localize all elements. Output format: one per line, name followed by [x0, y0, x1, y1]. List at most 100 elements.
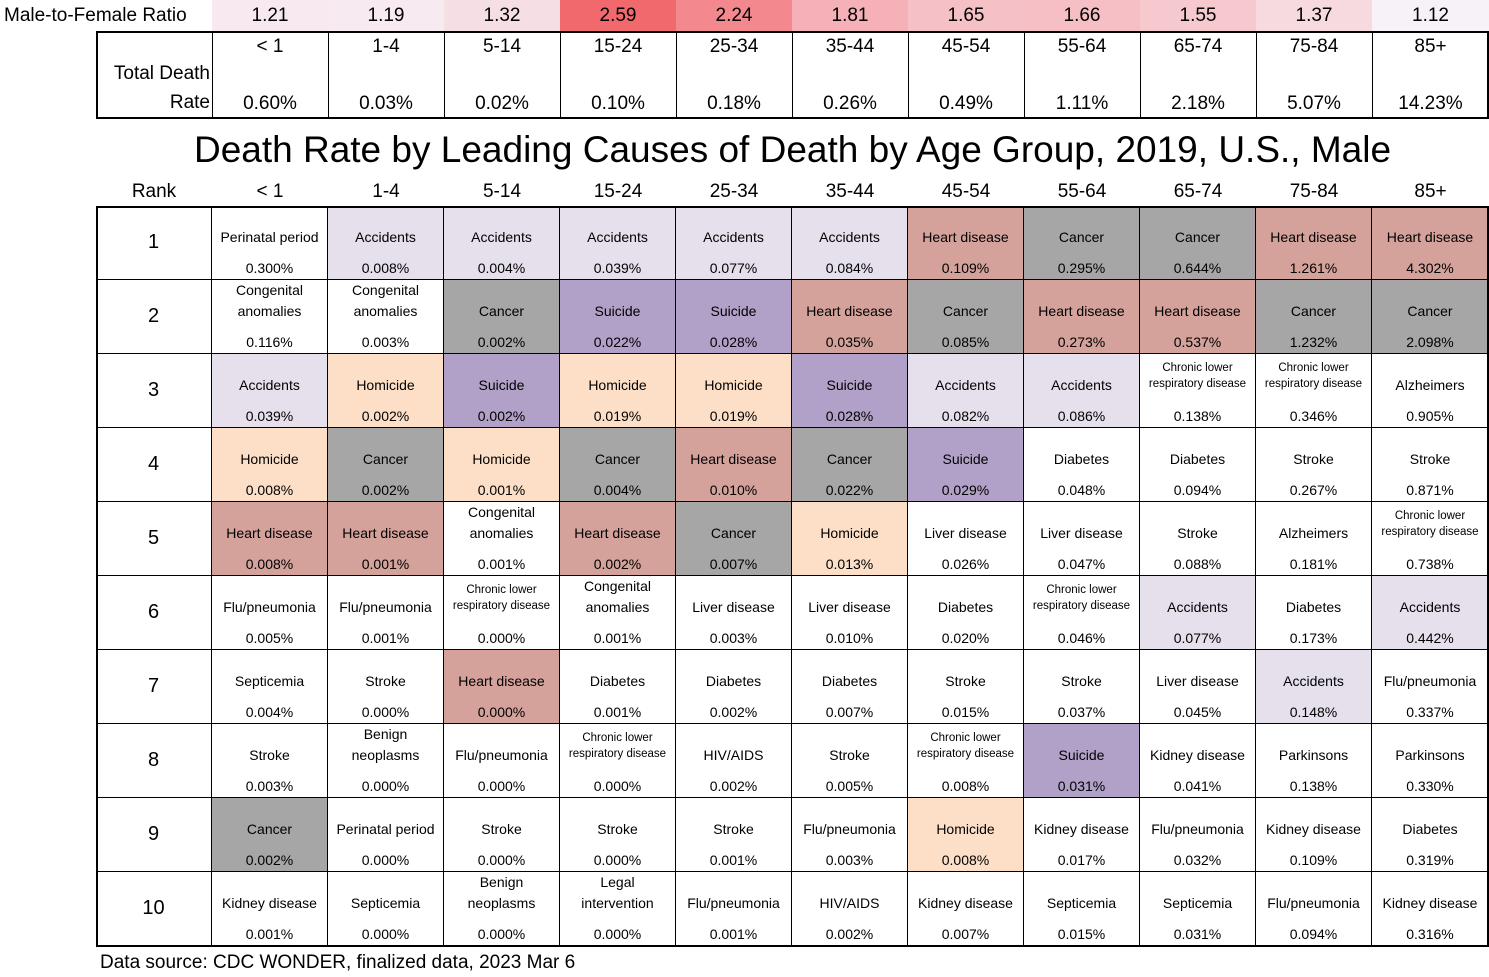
age-group-label: 75-84	[1289, 181, 1339, 202]
rank-number: 2	[96, 280, 212, 354]
cause-label: Accidents	[819, 229, 880, 245]
rate-value: 0.148%	[1289, 704, 1338, 720]
cause-label: Diabetes	[589, 673, 646, 689]
rate-value: 2.098%	[1406, 334, 1454, 350]
age-group-label: 5-14	[482, 36, 522, 57]
total-death-rate-value: 0.26%	[823, 93, 877, 114]
cause-label: Septicemia	[234, 673, 305, 689]
rate-value: 0.039%	[593, 260, 642, 276]
cause-label: Suicide	[594, 303, 641, 319]
rate-value: 0.008%	[245, 482, 294, 498]
table-cell: Cancer 0.007%	[676, 502, 792, 576]
rate-value: 0.094%	[1173, 482, 1222, 498]
cause-label: Homicide	[704, 377, 763, 393]
table-cell: Perinatal period 0.000%	[328, 798, 444, 872]
age-group-label: 85+	[1414, 36, 1447, 57]
cause-label: Accidents	[239, 377, 300, 393]
cause-label: Benign neoplasms	[351, 726, 420, 763]
rank-header: Rank	[131, 181, 177, 202]
table-cell: Legal intervention 0.000%	[560, 872, 676, 946]
cause-label: Suicide	[710, 303, 757, 319]
table-cell: Liver disease 0.010%	[792, 576, 908, 650]
cause-label: Accidents	[587, 229, 648, 245]
rate-value: 0.173%	[1289, 630, 1338, 646]
cause-label: HIV/AIDS	[703, 747, 764, 763]
rate-value: 0.008%	[361, 260, 410, 276]
table-cell: Homicide 0.002%	[328, 354, 444, 428]
rate-value: 0.022%	[593, 334, 642, 350]
cause-label: Cancer	[1174, 229, 1221, 245]
age-group-label: 55-64	[1057, 181, 1107, 202]
cause-label: Stroke	[713, 821, 754, 837]
cause-label: Congenital anomalies	[468, 504, 535, 541]
table-cell: Accidents 0.077%	[1140, 576, 1256, 650]
cause-label: Stroke	[945, 673, 986, 689]
rate-value: 0.300%	[245, 260, 294, 276]
ratio-value: 2.24	[676, 0, 792, 32]
rate-value: 0.001%	[361, 630, 410, 646]
table-cell: Chronic lower respiratory disease 0.000%	[560, 724, 676, 798]
cause-label: Accidents	[1399, 599, 1461, 615]
rank-number: 1	[96, 206, 212, 280]
table-cell: Septicemia 0.015%	[1024, 872, 1140, 946]
table-cell: Heart disease 0.273%	[1024, 280, 1140, 354]
table-cell: Parkinsons 0.330%	[1372, 724, 1489, 798]
cause-label: Liver disease	[808, 599, 891, 615]
cause-label: Parkinsons	[1395, 747, 1465, 763]
table-cell: Diabetes 0.173%	[1256, 576, 1372, 650]
cause-label: Benign neoplasms	[467, 874, 536, 911]
cause-label: Alzheimers	[1278, 525, 1349, 541]
cause-label: Stroke	[1293, 451, 1334, 467]
rate-value: 0.267%	[1289, 482, 1338, 498]
column-divider	[1024, 31, 1025, 119]
rate-value: 0.004%	[477, 260, 526, 276]
cause-label: Flu/pneumonia	[687, 895, 780, 911]
table-cell: Heart disease 0.035%	[792, 280, 908, 354]
total-death-rate-label: Rate	[169, 92, 210, 113]
table-cell: Diabetes 0.048%	[1024, 428, 1140, 502]
rate-value: 4.302%	[1406, 260, 1454, 276]
table-cell: Suicide 0.029%	[908, 428, 1024, 502]
table-cell: Kidney disease 0.109%	[1256, 798, 1372, 872]
ratio-value: 1.66	[1024, 0, 1140, 32]
table-cell: Flu/pneumonia 0.005%	[212, 576, 328, 650]
cause-label: Cancer	[1290, 303, 1337, 319]
total-death-rate-value: 2.18%	[1171, 93, 1225, 114]
table-cell: Kidney disease 0.007%	[908, 872, 1024, 946]
cause-label: Homicide	[356, 377, 415, 393]
cause-label: Chronic lower respiratory disease	[568, 732, 667, 760]
cause-label: Stroke	[249, 747, 290, 763]
ratio-label: Male-to-Female Ratio	[4, 5, 187, 26]
cause-label: Cancer	[1058, 229, 1105, 245]
cause-label: Heart disease	[806, 303, 893, 319]
rank-number: 3	[96, 354, 212, 428]
rate-value: 1.261%	[1289, 260, 1338, 276]
table-cell: Accidents 0.084%	[792, 206, 908, 280]
rate-value: 0.001%	[477, 482, 526, 498]
cause-label: Liver disease	[924, 525, 1007, 541]
table-cell: Chronic lower respiratory disease 0.000%	[444, 576, 560, 650]
table-cell: Suicide 0.002%	[444, 354, 560, 428]
table-cell: Diabetes 0.007%	[792, 650, 908, 724]
table-cell: Homicide 0.001%	[444, 428, 560, 502]
rate-value: 0.001%	[593, 704, 642, 720]
rate-value: 1.232%	[1289, 334, 1338, 350]
rate-value: 0.003%	[825, 852, 874, 868]
rate-value: 0.002%	[245, 852, 294, 868]
table-cell: Heart disease 0.002%	[560, 502, 676, 576]
table-cell: Kidney disease 0.001%	[212, 872, 328, 946]
rate-value: 0.019%	[709, 408, 758, 424]
cause-label: Diabetes	[821, 673, 878, 689]
rate-value: 0.039%	[245, 408, 294, 424]
cause-label: Kidney disease	[918, 895, 1013, 911]
cause-label: Flu/pneumonia	[339, 599, 432, 615]
cause-label: Alzheimers	[1395, 377, 1465, 393]
rate-value: 0.116%	[246, 334, 293, 350]
table-cell: Stroke 0.267%	[1256, 428, 1372, 502]
table-cell: Stroke 0.015%	[908, 650, 1024, 724]
rate-value: 0.003%	[245, 778, 294, 794]
table-cell: Perinatal period 0.300%	[212, 206, 328, 280]
rate-value: 0.008%	[941, 778, 990, 794]
age-group-label: 5-14	[482, 181, 522, 202]
cause-label: Chronic lower respiratory disease	[1264, 362, 1363, 390]
